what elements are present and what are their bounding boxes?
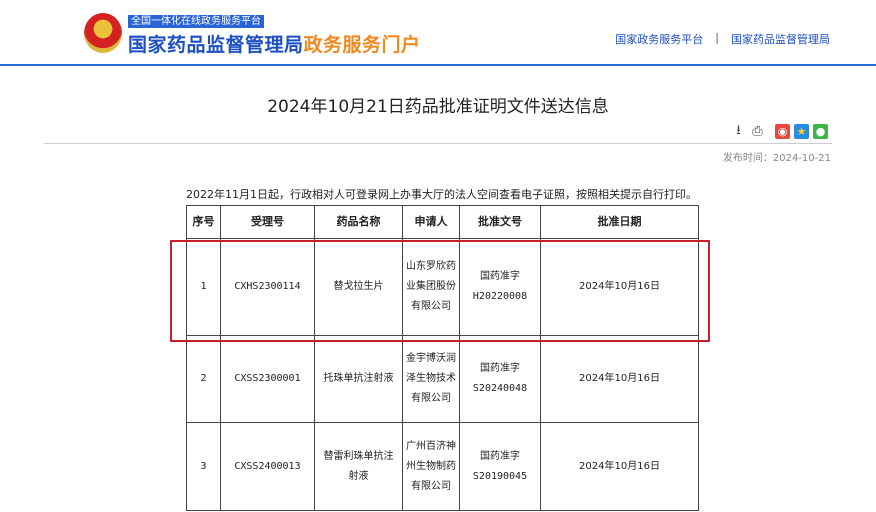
link-nmpa[interactable]: 国家药品监督管理局 [731,33,830,46]
table-row: 3 CXSS2400013 替雷利珠单抗注射液 广州百济神州生物制药有限公司 国… [186,422,699,511]
col-header-approval-date: 批准日期 [540,205,699,239]
cell-accept-no: CXSS2400013 [220,422,315,511]
col-header-no: 序号 [186,205,221,239]
brand-main: 国家药品监督管理局 [128,34,304,56]
approval-number: S20190045 [472,470,528,482]
top-links: 国家政务服务平台 | 国家药品监督管理局 [615,31,830,47]
approval-number: S20240048 [472,383,528,394]
col-header-applicant: 申请人 [402,205,460,239]
notice-text: 2022年11月1日起，行政相对人可登录网上办事大厅的法人空间查看电子证照，按照… [186,188,697,201]
col-header-accept-no: 受理号 [220,205,315,239]
cell-no: 3 [186,422,221,511]
cell-applicant: 金宇博沃润泽生物技术有限公司 [402,335,460,423]
cell-applicant: 广州百济神州生物制药有限公司 [402,422,460,511]
col-header-drug-name: 药品名称 [314,205,403,239]
separator: | [715,31,719,44]
qzone-icon[interactable]: ★ [794,124,809,139]
weibo-icon[interactable]: ◉ [775,124,790,139]
highlight-box [170,240,710,342]
approval-prefix: 国药准字 [480,450,520,462]
table-row: 2 CXSS2300001 托珠单抗注射液 金宇博沃润泽生物技术有限公司 国药准… [186,335,699,423]
cell-approval-date: 2024年10月16日 [540,335,699,423]
approval-prefix: 国药准字 [480,363,520,374]
cell-approval-no: 国药准字 S20190045 [459,422,541,511]
cell-approval-date: 2024年10月16日 [540,422,699,511]
approval-prefix: 国药准字 [480,271,520,282]
national-emblem-logo [84,13,122,53]
site-brand[interactable]: 国家药品监督管理局政务服务门户 [128,30,421,57]
cell-no: 2 [186,335,221,423]
site-header: 全国一体化在线政务服务平台 国家药品监督管理局政务服务门户 国家政务服务平台 |… [0,0,876,66]
link-national-gov-platform[interactable]: 国家政务服务平台 [615,33,704,46]
table-row: 1 CXHS2300114 替戈拉生片 山东罗欣药业集团股份有限公司 国药准字 H… [186,238,699,336]
share-toolbar: ⭳ ⎙ ◉ ★ ● [731,122,828,139]
cell-approval-no: 国药准字 H20220008 [459,238,541,336]
approval-number: H20220008 [472,291,528,302]
publish-date: 发布时间：2024-10-21 [722,153,831,164]
brand-accent: 政务服务门户 [303,34,421,56]
cell-drug-name: 替雷利珠单抗注射液 [314,422,403,511]
wechat-icon[interactable]: ● [813,124,828,139]
platform-subtitle: 全国一体化在线政务服务平台 [128,15,264,28]
download-icon[interactable]: ⭳ [736,122,741,138]
page-title: 2024年10月21日药品批准证明文件送达信息 [267,97,609,117]
table-header-row: 序号 受理号 药品名称 申请人 批准文号 批准日期 [186,205,699,239]
approval-table: 序号 受理号 药品名称 申请人 批准文号 批准日期 1 CXHS2300114 … [186,205,699,511]
divider [44,143,832,144]
cell-accept-no: CXSS2300001 [220,335,315,423]
col-header-approval-no: 批准文号 [459,205,541,239]
cell-drug-name: 托珠单抗注射液 [314,335,403,423]
cell-approval-no: 国药准字 S20240048 [459,335,541,423]
print-icon[interactable]: ⎙ [752,124,763,139]
cell-accept-no: CXHS2300114 [220,238,315,336]
